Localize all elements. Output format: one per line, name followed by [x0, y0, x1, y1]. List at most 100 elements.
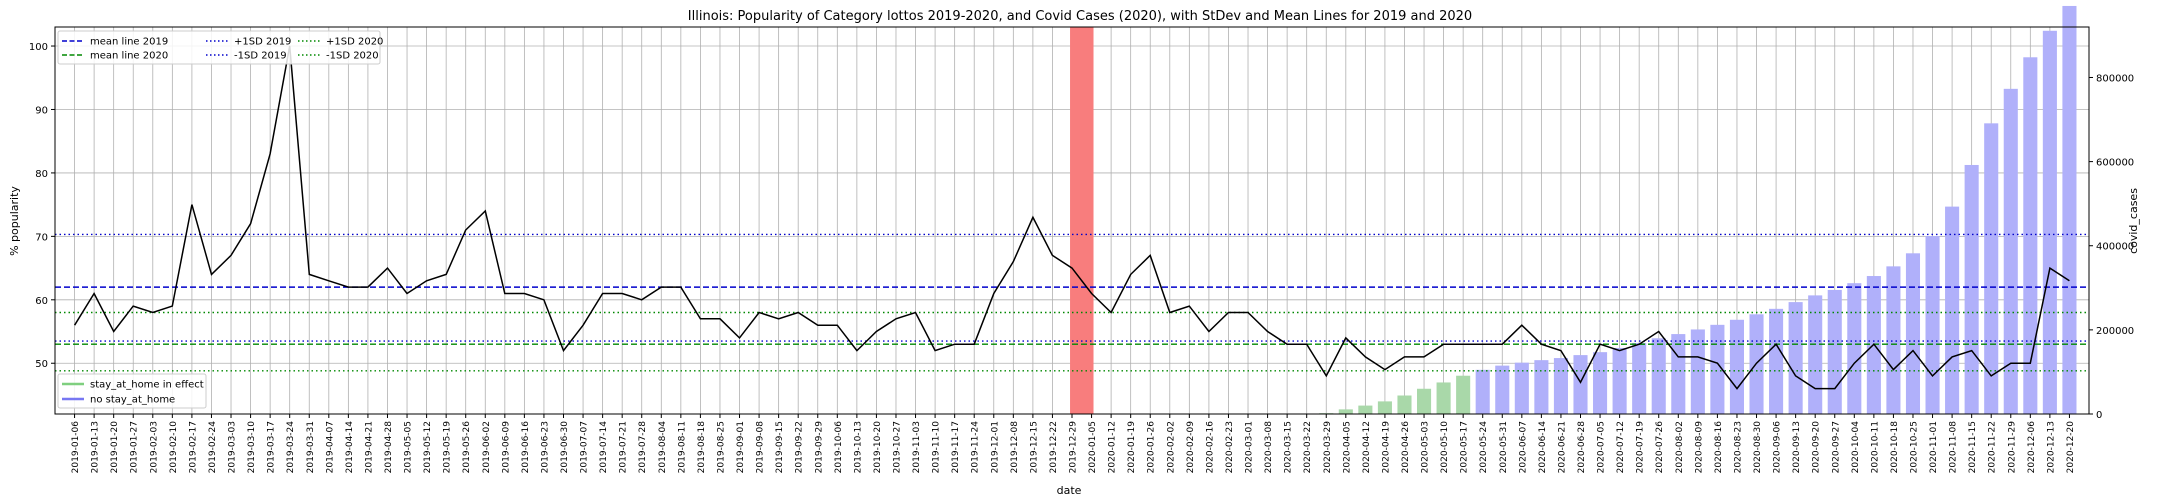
- x-tick-label: 2019-05-26: [462, 421, 472, 474]
- x-tick-label: 2020-08-09: [1694, 421, 1704, 474]
- y-right-tick-label: 400000: [2096, 242, 2134, 253]
- legend-label: +1SD 2020: [326, 37, 383, 48]
- y-axis-right-label: covid_cases: [2127, 188, 2140, 254]
- covid-bar: [1553, 358, 1568, 414]
- covid-bar: [1827, 289, 1842, 414]
- highlight-band: [1070, 27, 1094, 414]
- y-axis-left-ticks: 50 60 70 80 90 100: [29, 42, 55, 370]
- x-tick-label: 2020-01-19: [1127, 421, 1137, 474]
- x-tick-label: 2020-04-19: [1381, 421, 1391, 474]
- x-tick-label: 2019-01-06: [71, 421, 81, 474]
- x-tick-label: 2020-05-10: [1440, 421, 1450, 474]
- covid-bar: [2003, 88, 2018, 414]
- x-tick-label: 2019-07-21: [619, 421, 629, 473]
- covid-cases-bars: [1319, 5, 2077, 415]
- x-tick-label: 2020-12-13: [2046, 421, 2056, 473]
- x-tick-label: 2019-08-18: [697, 421, 707, 474]
- x-tick-label: 2020-11-29: [2007, 421, 2017, 474]
- x-tick-label: 2020-01-05: [1088, 421, 1098, 473]
- y-tick-label: 60: [35, 296, 48, 307]
- x-tick-label: 2019-10-13: [853, 421, 863, 473]
- x-tick-label: 2019-01-27: [130, 421, 140, 473]
- x-tick-label: 2020-12-06: [2027, 421, 2037, 474]
- x-tick-label: 2020-03-08: [1264, 421, 1274, 474]
- covid-bar: [1769, 308, 1784, 414]
- x-tick-label: 2020-07-26: [1655, 421, 1665, 474]
- covid-bar: [1475, 369, 1490, 414]
- x-tick-label: 2019-04-21: [364, 421, 374, 473]
- legend-label: stay_at_home in effect: [90, 380, 204, 391]
- x-tick-label: 2019-01-13: [91, 421, 101, 473]
- x-tick-label: 2020-11-08: [1949, 421, 1959, 474]
- x-tick-label: 2020-04-05: [1342, 421, 1352, 473]
- covid-bar: [1632, 342, 1647, 414]
- x-tick-label: 2019-04-07: [325, 421, 335, 473]
- legend-label: +1SD 2019: [234, 37, 291, 48]
- x-tick-label: 2019-06-16: [521, 421, 531, 474]
- x-tick-label: 2020-05-03: [1421, 421, 1431, 473]
- covid-bar: [1925, 236, 1940, 414]
- legend-label: no stay_at_home: [90, 395, 175, 406]
- y-axis-label: % popularity: [8, 186, 21, 256]
- covid-bar: [1847, 283, 1862, 414]
- x-tick-label: 2019-11-17: [951, 421, 961, 473]
- y-tick-label: 70: [35, 232, 48, 243]
- y-tick-label: 90: [35, 105, 48, 116]
- covid-bar: [1612, 347, 1627, 414]
- y-tick-label: 80: [35, 169, 48, 180]
- x-tick-label: 2019-12-15: [1029, 421, 1039, 473]
- covid-bar: [2042, 30, 2057, 415]
- y-right-tick-label: 600000: [2096, 158, 2134, 169]
- x-tick-label: 2020-03-01: [1245, 421, 1255, 473]
- legend-label: -1SD 2019: [234, 51, 287, 62]
- x-tick-label: 2019-03-31: [306, 421, 316, 473]
- covid-bar: [1456, 375, 1471, 414]
- x-tick-label: 2019-11-24: [971, 421, 981, 474]
- legend-reference-lines: mean line 2019 mean line 2020 +1SD 2019 -1S…: [57, 30, 383, 65]
- covid-bar: [1671, 334, 1686, 414]
- x-tick-label: 2019-04-14: [345, 421, 355, 474]
- y-axis-right-ticks: 0 200000 400000 600000 800000: [2089, 73, 2134, 421]
- x-tick-label: 2019-05-05: [404, 421, 414, 473]
- x-tick-label: 2020-08-30: [1753, 421, 1763, 474]
- x-tick-label: 2019-07-14: [599, 421, 609, 474]
- x-tick-label: 2019-09-22: [795, 421, 805, 473]
- x-tick-label: 2020-10-18: [1890, 421, 1900, 474]
- x-tick-label: 2020-11-22: [1988, 421, 1998, 473]
- y-right-tick-label: 200000: [2096, 326, 2134, 337]
- x-tick-label: 2020-06-28: [1577, 421, 1587, 474]
- covid-bar: [1945, 206, 1960, 414]
- x-tick-label: 2020-07-19: [1636, 421, 1646, 474]
- x-tick-label: 2020-12-20: [2066, 421, 2076, 474]
- x-tick-label: 2020-01-12: [1108, 421, 1118, 473]
- x-tick-label: 2019-08-04: [658, 421, 668, 474]
- covid-bar: [1788, 302, 1803, 414]
- legend-label: mean line 2019: [90, 37, 168, 48]
- x-tick-label: 2019-04-28: [384, 421, 394, 474]
- chart-title: Illinois: Popularity of Category lottos …: [688, 9, 1472, 24]
- popularity-line-path: [73, 45, 2070, 390]
- x-tick-label: 2020-09-20: [1812, 421, 1822, 474]
- x-tick-label: 2020-04-12: [1362, 421, 1372, 473]
- x-tick-label: 2019-01-20: [110, 421, 120, 474]
- x-tick-label: 2019-12-01: [990, 421, 1000, 473]
- x-tick-label: 2020-03-22: [1303, 421, 1313, 473]
- covid-bar: [1886, 266, 1901, 414]
- covid-bar: [1514, 362, 1529, 414]
- x-tick-label: 2019-09-29: [814, 421, 824, 474]
- covid-bar: [1397, 395, 1412, 414]
- x-tick-label: 2020-05-31: [1499, 421, 1509, 473]
- covid-bar: [1534, 360, 1549, 414]
- y-tick-label: 50: [35, 359, 48, 370]
- x-tick-label: 2019-12-08: [1010, 421, 1020, 474]
- x-tick-label: 2019-02-10: [169, 421, 179, 474]
- x-tick-label: 2019-10-20: [873, 421, 883, 474]
- popularity-line: [73, 45, 2070, 390]
- covid-bar: [1358, 405, 1373, 414]
- holiday-highlight-band: [1070, 27, 1094, 414]
- covid-bar: [1710, 324, 1725, 414]
- x-tick-label: 2020-11-15: [1968, 421, 1978, 473]
- covid-bar: [2062, 5, 2077, 415]
- x-tick-label: 2020-03-15: [1284, 421, 1294, 473]
- x-tick-label: 2020-07-05: [1597, 421, 1607, 473]
